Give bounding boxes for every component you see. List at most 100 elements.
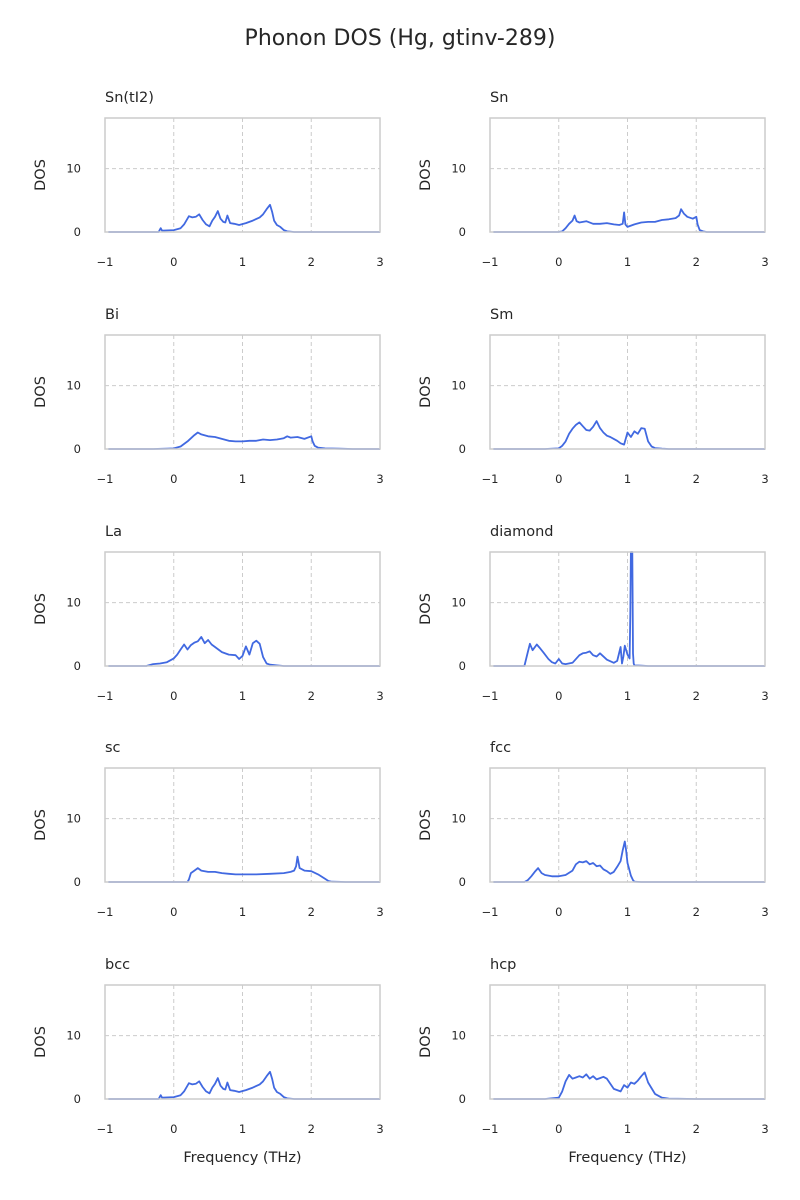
x-tick-label: 0 — [555, 1122, 562, 1136]
y-tick-label: 0 — [74, 442, 81, 456]
y-tick-label: 10 — [66, 162, 81, 176]
y-axis-label: DOS — [33, 376, 49, 408]
y-tick-label: 10 — [451, 379, 466, 393]
axes-frame — [104, 117, 381, 233]
y-axis-label: DOS — [33, 809, 49, 841]
y-axis-label: DOS — [33, 593, 49, 625]
x-tick-label: 2 — [308, 1122, 315, 1136]
dos-line — [108, 855, 380, 883]
panel-title: Sn — [490, 90, 508, 106]
x-tick-label: 3 — [761, 1122, 768, 1136]
x-tick-label: 1 — [624, 472, 631, 486]
x-tick-label: 2 — [693, 689, 700, 703]
y-tick-label: 10 — [451, 162, 466, 176]
x-tick-label: 0 — [170, 1122, 177, 1136]
x-tick-label: −1 — [482, 472, 499, 486]
x-tick-label: 3 — [376, 255, 383, 269]
axes-frame — [489, 334, 766, 450]
y-tick-label: 0 — [459, 1092, 466, 1106]
x-tick-label: 1 — [239, 689, 246, 703]
x-axis-label: Frequency (THz) — [568, 1150, 686, 1166]
y-tick-label: 10 — [66, 1029, 81, 1043]
panel-la: La DOS 0 10 −1 0 1 2 3 — [33, 524, 384, 703]
y-tick-label: 10 — [451, 812, 466, 826]
x-tick-label: 1 — [624, 905, 631, 919]
x-tick-label: −1 — [482, 1122, 499, 1136]
panel-title: Sn(tI2) — [105, 90, 154, 106]
panel-hcp: hcp DOS 0 10 −1 0 1 2 3 Frequency (THz) — [418, 957, 769, 1166]
x-tick-label: 1 — [239, 905, 246, 919]
x-tick-label: 0 — [555, 472, 562, 486]
x-tick-label: 0 — [555, 905, 562, 919]
dos-line — [493, 208, 765, 233]
y-axis-label: DOS — [418, 809, 434, 841]
y-tick-label: 10 — [451, 1029, 466, 1043]
axes-frame — [104, 551, 381, 667]
dos-line — [493, 1071, 765, 1100]
y-tick-label: 10 — [66, 379, 81, 393]
y-axis-label: DOS — [418, 593, 434, 625]
panel-title: hcp — [490, 957, 516, 973]
x-tick-label: −1 — [97, 472, 114, 486]
y-tick-label: 0 — [74, 875, 81, 889]
x-tick-label: 3 — [376, 472, 383, 486]
panel-bi: Bi DOS 0 10 −1 0 1 2 3 — [33, 307, 384, 486]
y-tick-label: 0 — [74, 1092, 81, 1106]
axes-frame — [104, 334, 381, 450]
dos-line — [493, 840, 765, 883]
y-tick-label: 0 — [459, 659, 466, 673]
panel-title: Bi — [105, 307, 119, 323]
y-axis-label: DOS — [418, 159, 434, 191]
panel-title: bcc — [105, 957, 130, 973]
x-tick-label: 2 — [308, 472, 315, 486]
panel-sn: Sn DOS 0 10 −1 0 1 2 3 — [418, 90, 769, 269]
y-tick-label: 0 — [459, 442, 466, 456]
y-tick-label: 10 — [451, 596, 466, 610]
axes-frame — [104, 984, 381, 1100]
x-tick-label: −1 — [482, 689, 499, 703]
panel-title: sc — [105, 740, 121, 756]
x-tick-label: 3 — [376, 689, 383, 703]
x-tick-label: 2 — [308, 689, 315, 703]
y-axis-label: DOS — [33, 159, 49, 191]
dos-line — [493, 420, 765, 450]
x-tick-label: −1 — [482, 255, 499, 269]
x-tick-label: 1 — [239, 255, 246, 269]
x-tick-label: 0 — [170, 255, 177, 269]
x-tick-label: −1 — [97, 1122, 114, 1136]
axes-frame — [489, 767, 766, 883]
x-tick-label: 1 — [239, 472, 246, 486]
figure-title: Phonon DOS (Hg, gtinv-289) — [245, 26, 556, 51]
axes-frame — [489, 117, 766, 233]
axes-frame — [489, 984, 766, 1100]
y-tick-label: 10 — [66, 596, 81, 610]
panel-title: diamond — [490, 524, 554, 540]
panel-fcc: fcc DOS 0 10 −1 0 1 2 3 — [418, 740, 769, 919]
x-tick-label: 3 — [376, 1122, 383, 1136]
x-tick-label: 0 — [555, 255, 562, 269]
y-tick-label: 0 — [459, 875, 466, 889]
x-tick-label: 0 — [170, 689, 177, 703]
y-axis-label: DOS — [33, 1026, 49, 1058]
x-tick-label: 3 — [761, 905, 768, 919]
panel-title: La — [105, 524, 122, 540]
x-tick-label: 2 — [693, 1122, 700, 1136]
dos-line — [108, 636, 380, 667]
y-axis-label: DOS — [418, 376, 434, 408]
dos-line — [108, 203, 380, 233]
x-tick-label: 2 — [693, 255, 700, 269]
axes-frame — [104, 767, 381, 883]
x-tick-label: 3 — [761, 255, 768, 269]
x-tick-label: −1 — [97, 255, 114, 269]
panel-diamond: diamond DOS 0 10 −1 0 1 2 3 — [418, 524, 769, 703]
x-tick-label: 2 — [308, 905, 315, 919]
y-tick-label: 0 — [74, 225, 81, 239]
x-tick-label: 2 — [693, 472, 700, 486]
x-tick-label: 0 — [170, 905, 177, 919]
axes-frame — [489, 551, 766, 667]
x-tick-label: 0 — [170, 472, 177, 486]
y-axis-label: DOS — [418, 1026, 434, 1058]
dos-line — [108, 431, 380, 450]
x-tick-label: 2 — [693, 905, 700, 919]
